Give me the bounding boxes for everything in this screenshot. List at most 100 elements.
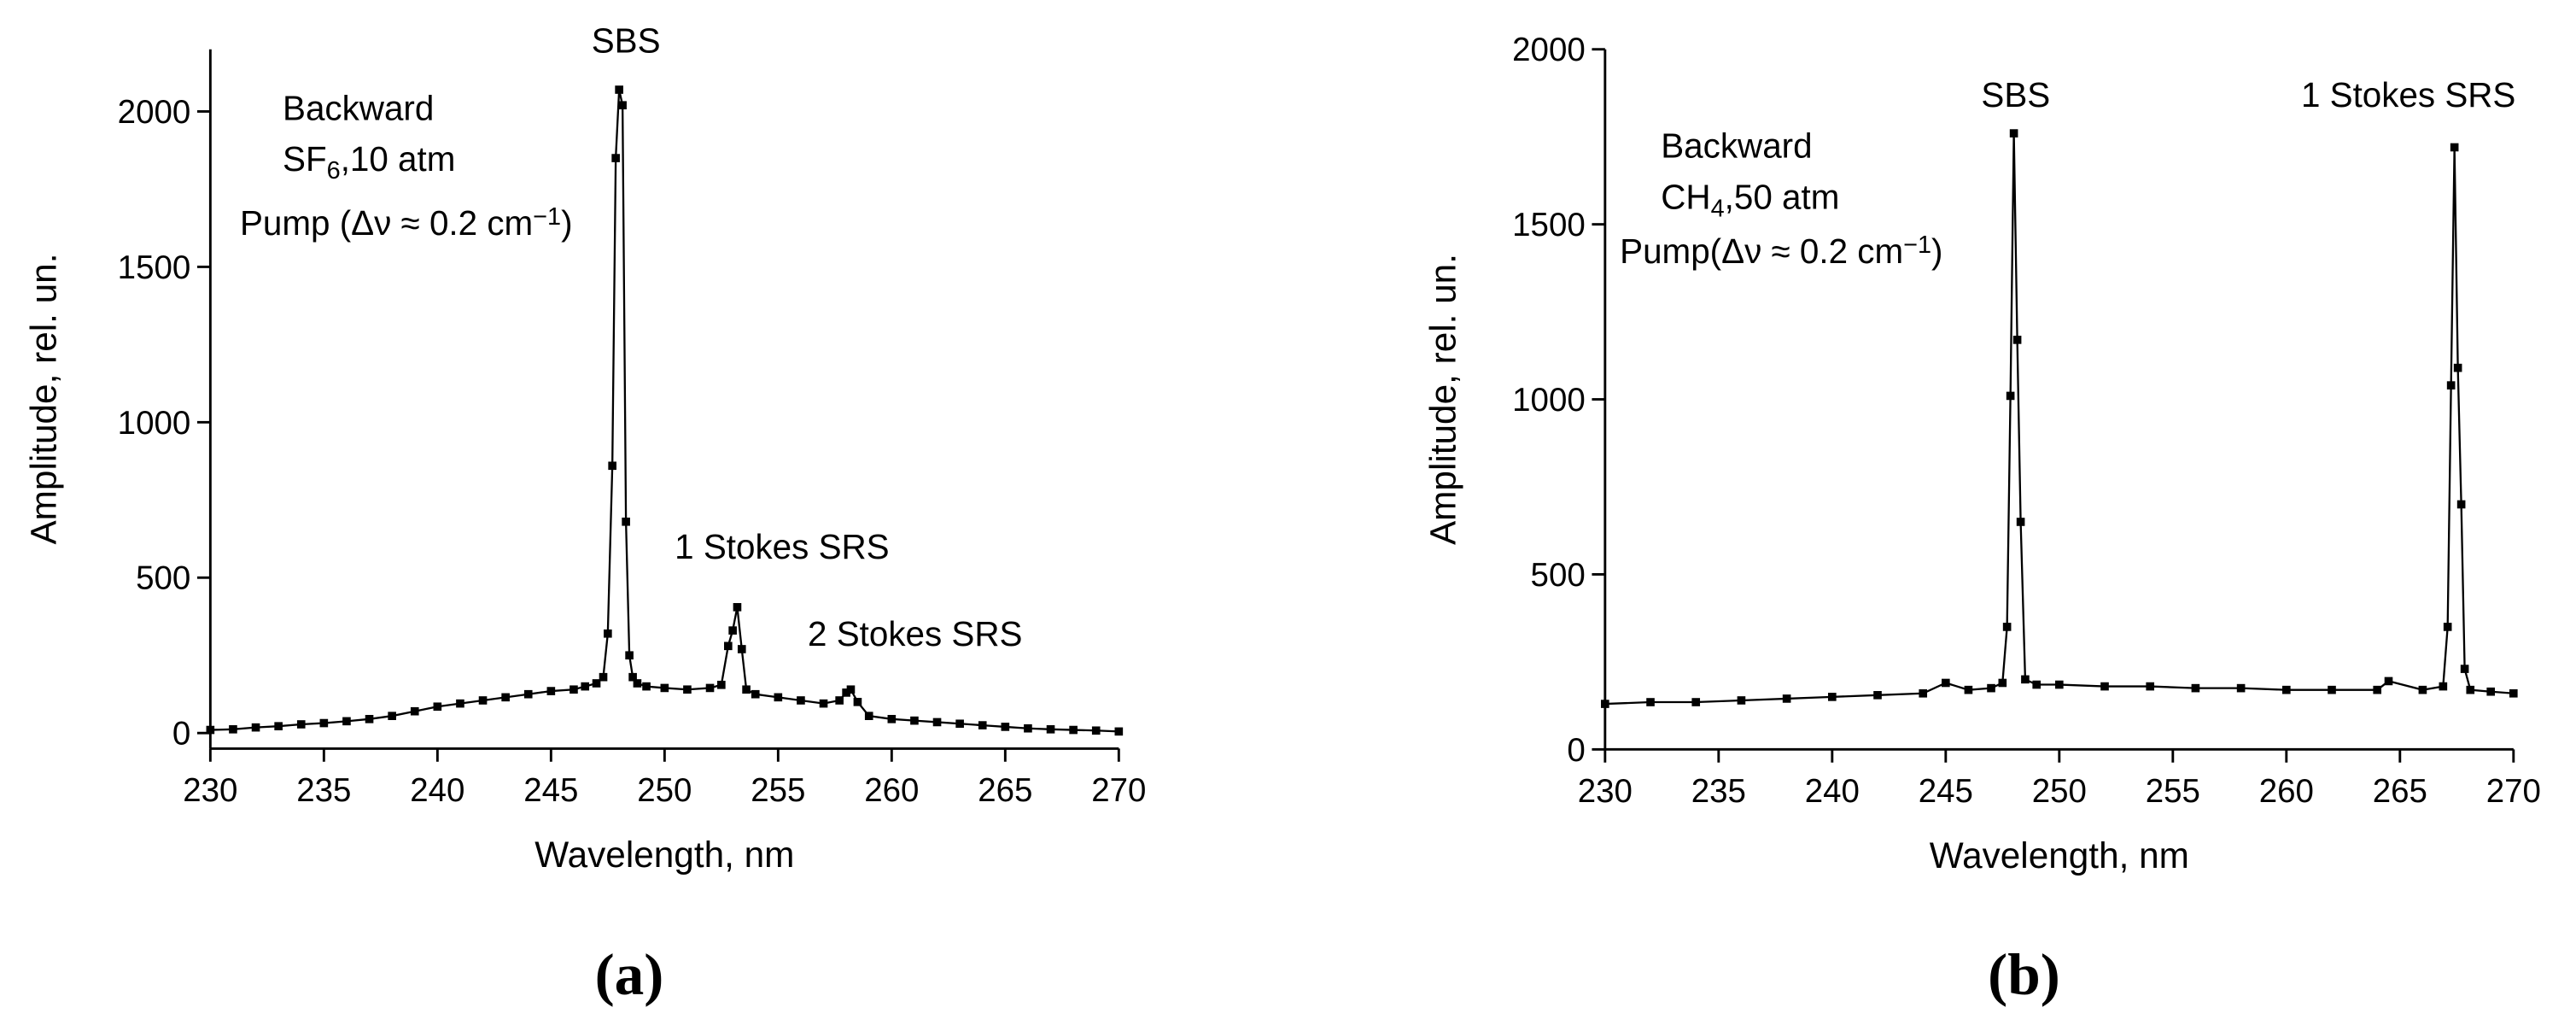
data-point [724,641,733,651]
data-point [978,721,987,729]
data-point [2012,336,2022,344]
x-tick-label: 245 [523,772,578,809]
annotation-part: SF [283,139,327,179]
data-point [853,697,862,706]
annotation-part: Backward [1661,126,1812,166]
x-tick-label: 255 [751,772,805,809]
data-point [633,679,642,688]
data-point [2509,688,2518,698]
annotation: CH4,50 atm [1661,177,1839,222]
data-point [2100,682,2109,691]
data-point [478,696,488,705]
data-point [2446,381,2456,390]
data-point [274,722,283,730]
y-tick-label: 1500 [1512,207,1586,243]
data-point [1691,698,1701,706]
data-point [622,517,630,526]
data-point [819,699,828,708]
annotation-part: SBS [1981,75,2050,114]
data-point [1646,698,1655,706]
x-tick-label: 260 [2259,773,2314,810]
x-axis-title: Wavelength, nm [1930,835,2189,876]
annotation: Backward [283,88,434,127]
annotation-part: ) [561,203,572,243]
annotation-part: CH [1661,177,1710,216]
x-tick-label: 235 [296,772,351,809]
x-tick-label: 240 [410,772,464,809]
annotation-part: Pump(Δν ≈ 0.2 cm [1620,231,1903,271]
annotation-part: SBS [592,21,661,61]
annotation: 1 Stokes SRS [2301,75,2515,114]
data-point [319,718,329,728]
x-tick-label: 230 [1578,773,1633,810]
annotation-part: −1 [533,204,561,231]
data-point [2016,518,2025,526]
data-point [251,723,260,732]
data-point [742,685,751,694]
annotation-part: 1 Stokes SRS [2301,75,2515,114]
data-point [1987,683,1995,693]
panel-label: (b) [1988,941,2060,1007]
data-point [1828,693,1837,701]
data-point [705,683,715,693]
annotation: SBS [592,21,661,61]
data-point [229,725,237,734]
data-point [410,706,419,716]
y-tick-label: 0 [1567,732,1585,769]
y-tick-label: 2000 [118,94,191,131]
data-point [546,687,556,695]
data-point [581,682,590,691]
data-point [2466,685,2475,694]
y-tick-label: 500 [1531,557,1586,594]
data-point [683,685,692,694]
data-point [797,696,805,705]
data-line [1604,133,2514,706]
data-point [206,725,215,735]
data-point [1601,700,1609,708]
data-point [2450,143,2459,152]
data-point [618,101,627,110]
data-point [342,717,351,726]
annotation: SBS [1981,75,2050,114]
data-point [2006,391,2015,401]
data-point [887,715,897,723]
data-point [2282,685,2291,694]
data-point [1046,725,1055,734]
data-point [846,685,856,694]
data-point [365,715,374,723]
data-point [955,719,964,729]
data-point [1091,726,1101,735]
data-point [1919,688,1928,698]
data-point [2021,675,2030,684]
data-point [2453,363,2462,372]
data-point [842,688,850,697]
data-point [2032,680,2042,689]
data-point [608,461,616,471]
data-point [615,85,623,94]
x-tick-label: 230 [183,772,237,809]
annotation: SF6,10 atm [283,139,455,184]
x-tick-label: 265 [2373,773,2427,810]
x-tick-label: 255 [2146,773,2200,810]
annotation-part: ,10 atm [341,139,456,179]
x-tick-label: 235 [1691,773,1746,810]
data-point [1069,725,1078,735]
data-point [2146,682,2155,691]
y-tick-label: 1000 [118,405,191,442]
data-point [1024,723,1032,733]
annotation-part: Backward [283,88,434,127]
data-point [1737,696,1746,705]
annotation: Backward [1661,126,1812,166]
annotation-part: 2 Stokes SRS [808,614,1022,653]
annotation: 2 Stokes SRS [808,614,1022,653]
data-point [751,689,760,699]
data-point [737,645,746,653]
panel-label: (a) [595,941,664,1007]
data-point [2456,500,2466,509]
x-tick-label: 270 [2486,773,2541,810]
data-point [728,626,737,635]
data-point [1873,691,1882,700]
data-point [2236,683,2246,693]
x-tick-label: 250 [637,772,692,809]
